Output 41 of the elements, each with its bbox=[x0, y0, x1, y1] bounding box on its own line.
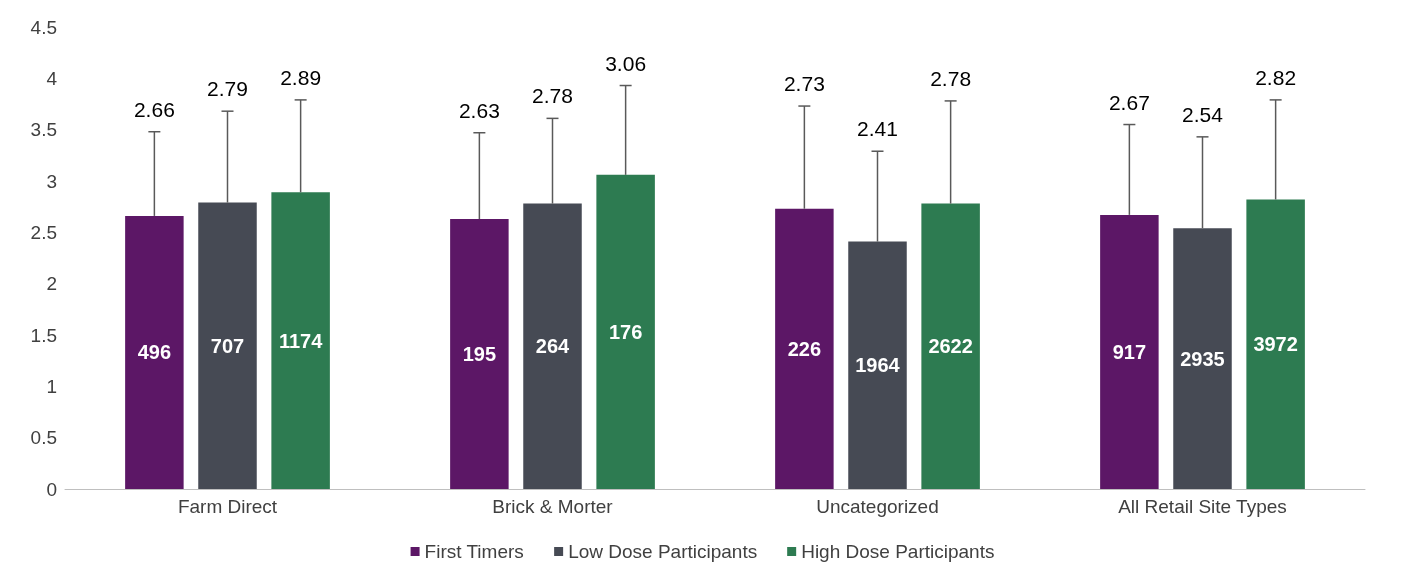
y-tick-label: 0.5 bbox=[30, 427, 57, 449]
y-tick-label: 2.5 bbox=[30, 221, 57, 243]
y-tick-label: 3.5 bbox=[30, 119, 57, 141]
annotation: 195 bbox=[462, 342, 497, 365]
annotation: 2.89 bbox=[280, 65, 322, 89]
annotation: 2.66 bbox=[133, 97, 175, 121]
x-tick-label: Uncategorized bbox=[816, 496, 939, 517]
x-tick-label: All Retail Site Types bbox=[1118, 496, 1287, 517]
annotation: 496 bbox=[137, 341, 172, 364]
y-tick-label: 1 bbox=[46, 375, 57, 397]
y-tick-label: 1.5 bbox=[30, 324, 57, 346]
annotation: 2.78 bbox=[532, 84, 573, 108]
annotation: 3.06 bbox=[605, 51, 647, 75]
y-tick-label: 4.5 bbox=[30, 16, 57, 38]
annotation: 264 bbox=[535, 335, 571, 358]
annotation: 176 bbox=[608, 320, 643, 343]
y-tick-label: 2 bbox=[46, 273, 57, 295]
legend-label: High Dose Participants bbox=[801, 541, 995, 562]
annotation: 3972 bbox=[1253, 333, 1298, 356]
annotation: 2.82 bbox=[1255, 65, 1297, 89]
annotation: 707 bbox=[210, 334, 245, 357]
y-tick-label: 4 bbox=[46, 67, 58, 89]
annotation: 1964 bbox=[855, 354, 901, 377]
x-tick-label: Farm Direct bbox=[177, 496, 278, 517]
annotation: 2622 bbox=[928, 335, 973, 358]
annotation: 2935 bbox=[1180, 347, 1225, 370]
y-tick-label: 3 bbox=[46, 170, 57, 192]
legend-label: First Timers bbox=[424, 541, 524, 562]
annotation: 2.63 bbox=[458, 98, 500, 122]
annotation: 226 bbox=[787, 337, 822, 360]
x-tick-label: Brick & Morter bbox=[492, 496, 614, 517]
annotation: 2.78 bbox=[930, 66, 972, 90]
annotation: 917 bbox=[1112, 340, 1147, 363]
annotation: 2.41 bbox=[857, 117, 898, 141]
annotation: 2.67 bbox=[1108, 90, 1150, 114]
legend-label: Low Dose Participants bbox=[568, 541, 758, 562]
annotation: 2.73 bbox=[783, 72, 825, 96]
annotation: 2.54 bbox=[1182, 102, 1224, 126]
y-tick-label: 0 bbox=[46, 478, 57, 500]
annotation: 2.79 bbox=[207, 77, 248, 101]
annotation: 1174 bbox=[278, 329, 324, 352]
